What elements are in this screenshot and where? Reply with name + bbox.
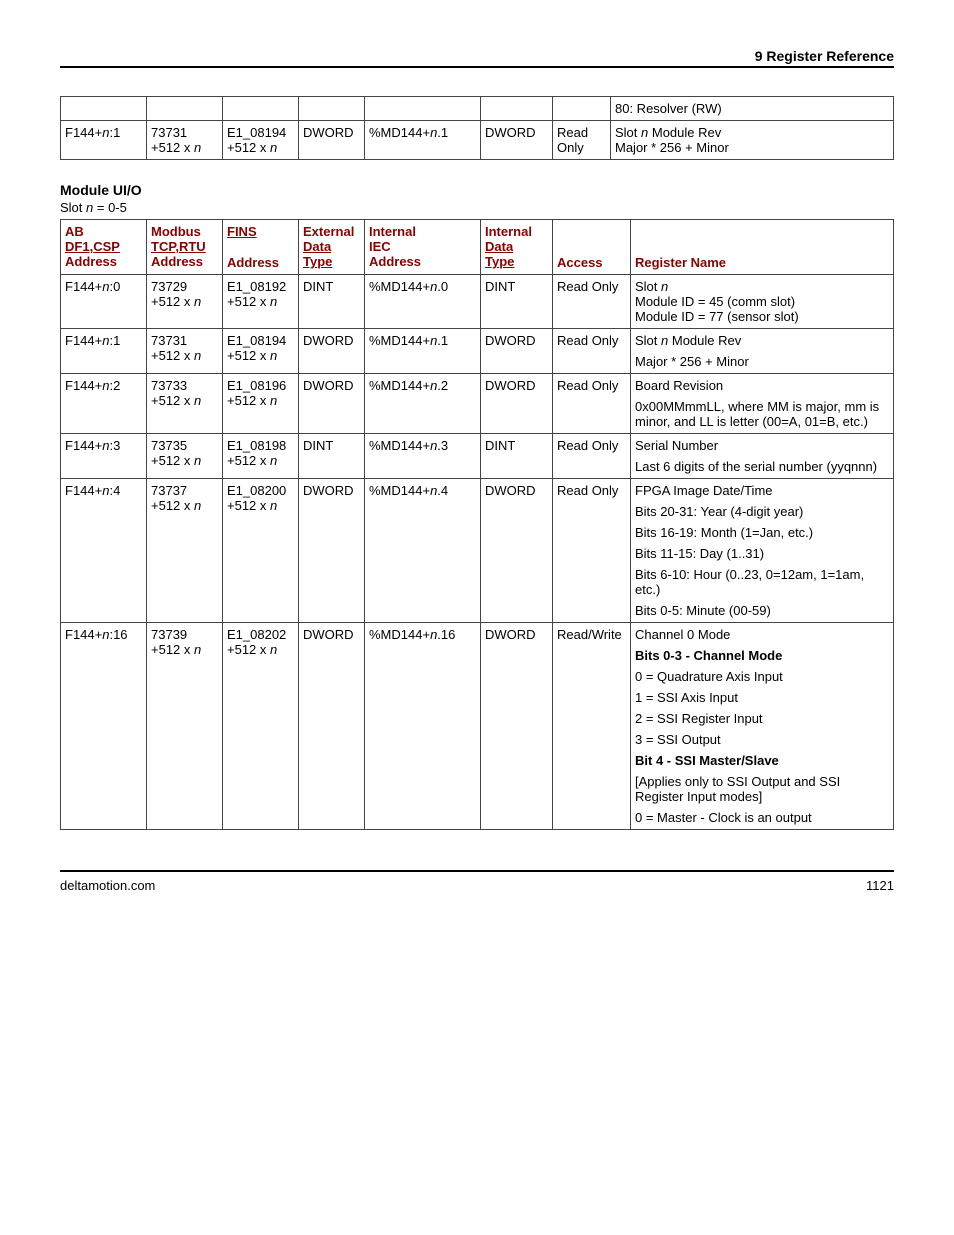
cell: 73729+512 x n bbox=[147, 275, 223, 329]
cell: 73739+512 x n bbox=[147, 623, 223, 830]
page-footer: deltamotion.com 1121 bbox=[60, 870, 894, 893]
cell: DINT bbox=[299, 434, 365, 479]
table-row: F144+n:4 73737+512 x n E1_08200+512 x n … bbox=[61, 479, 894, 623]
cell: 73737+512 x n bbox=[147, 479, 223, 623]
cell bbox=[299, 97, 365, 121]
cell: 80: Resolver (RW) bbox=[611, 97, 894, 121]
cell: DINT bbox=[481, 434, 553, 479]
table-row: F144+n:16 73739+512 x n E1_08202+512 x n… bbox=[61, 623, 894, 830]
cell: %MD144+n.4 bbox=[365, 479, 481, 623]
cell: Read Only bbox=[553, 275, 631, 329]
table-row: F144+n:1 73731+512 x n E1_08194+512 x n … bbox=[61, 121, 894, 160]
cell: E1_08194+512 x n bbox=[223, 121, 299, 160]
cell bbox=[553, 97, 611, 121]
cell: F144+n:1 bbox=[61, 121, 147, 160]
cell: DWORD bbox=[481, 374, 553, 434]
col-ab: AB DF1,CSP Address bbox=[61, 220, 147, 275]
cell: DWORD bbox=[481, 623, 553, 830]
cell: Slot n Module ID = 45 (comm slot) Module… bbox=[631, 275, 894, 329]
cell: %MD144+n.16 bbox=[365, 623, 481, 830]
cell: F144+n:2 bbox=[61, 374, 147, 434]
cell bbox=[365, 97, 481, 121]
cell: 73731+512 x n bbox=[147, 121, 223, 160]
top-table: 80: Resolver (RW) F144+n:1 73731+512 x n… bbox=[60, 96, 894, 160]
cell: DWORD bbox=[481, 121, 553, 160]
col-iec: Internal IEC Address bbox=[365, 220, 481, 275]
cell: DWORD bbox=[481, 479, 553, 623]
table-header-row: AB DF1,CSP Address Modbus TCP,RTU Addres… bbox=[61, 220, 894, 275]
cell: DINT bbox=[481, 275, 553, 329]
page-header: 9 Register Reference bbox=[60, 48, 894, 68]
cell: E1_08200+512 x n bbox=[223, 479, 299, 623]
cell: F144+n:3 bbox=[61, 434, 147, 479]
cell: Read Only bbox=[553, 121, 611, 160]
cell bbox=[147, 97, 223, 121]
cell bbox=[61, 97, 147, 121]
cell: 73731+512 x n bbox=[147, 329, 223, 374]
col-fins: FINS Address bbox=[223, 220, 299, 275]
cell: Read Only bbox=[553, 329, 631, 374]
cell: Board Revision 0x00MMmmLL, where MM is m… bbox=[631, 374, 894, 434]
cell: DWORD bbox=[481, 329, 553, 374]
cell: Read Only bbox=[553, 479, 631, 623]
cell: F144+n:0 bbox=[61, 275, 147, 329]
cell: F144+n:1 bbox=[61, 329, 147, 374]
cell: Slot n Module Rev Major * 256 + Minor bbox=[611, 121, 894, 160]
cell: %MD144+n.0 bbox=[365, 275, 481, 329]
table-row: F144+n:2 73733+512 x n E1_08196+512 x n … bbox=[61, 374, 894, 434]
col-int-type: Internal Data Type bbox=[481, 220, 553, 275]
cell: DWORD bbox=[299, 329, 365, 374]
footer-page-number: 1121 bbox=[866, 878, 894, 893]
cell: FPGA Image Date/Time Bits 20-31: Year (4… bbox=[631, 479, 894, 623]
table-row: F144+n:0 73729+512 x n E1_08192+512 x n … bbox=[61, 275, 894, 329]
table-row: F144+n:1 73731+512 x n E1_08194+512 x n … bbox=[61, 329, 894, 374]
cell: %MD144+n.1 bbox=[365, 329, 481, 374]
cell: Read Only bbox=[553, 434, 631, 479]
cell: E1_08194+512 x n bbox=[223, 329, 299, 374]
cell: F144+n:4 bbox=[61, 479, 147, 623]
cell: %MD144+n.1 bbox=[365, 121, 481, 160]
cell: DINT bbox=[299, 275, 365, 329]
table-row: 80: Resolver (RW) bbox=[61, 97, 894, 121]
cell: Slot n Module Rev Major * 256 + Minor bbox=[631, 329, 894, 374]
footer-site: deltamotion.com bbox=[60, 878, 155, 893]
cell: Serial Number Last 6 digits of the seria… bbox=[631, 434, 894, 479]
cell: 73735+512 x n bbox=[147, 434, 223, 479]
table-row: F144+n:3 73735+512 x n E1_08198+512 x n … bbox=[61, 434, 894, 479]
col-name: Register Name bbox=[631, 220, 894, 275]
cell: DWORD bbox=[299, 374, 365, 434]
cell: E1_08198+512 x n bbox=[223, 434, 299, 479]
slot-line: Slot n = 0-5 bbox=[60, 200, 894, 215]
cell: %MD144+n.2 bbox=[365, 374, 481, 434]
cell bbox=[481, 97, 553, 121]
section-title: Module UI/O bbox=[60, 182, 894, 198]
col-modbus: Modbus TCP,RTU Address bbox=[147, 220, 223, 275]
cell: E1_08192+512 x n bbox=[223, 275, 299, 329]
cell: F144+n:16 bbox=[61, 623, 147, 830]
cell: DWORD bbox=[299, 121, 365, 160]
cell: E1_08202+512 x n bbox=[223, 623, 299, 830]
cell: E1_08196+512 x n bbox=[223, 374, 299, 434]
col-access: Access bbox=[553, 220, 631, 275]
main-table: AB DF1,CSP Address Modbus TCP,RTU Addres… bbox=[60, 219, 894, 830]
cell: DWORD bbox=[299, 479, 365, 623]
cell: 73733+512 x n bbox=[147, 374, 223, 434]
cell: DWORD bbox=[299, 623, 365, 830]
cell: Read/Write bbox=[553, 623, 631, 830]
cell bbox=[223, 97, 299, 121]
cell: Channel 0 Mode Bits 0-3 - Channel Mode 0… bbox=[631, 623, 894, 830]
cell: Read Only bbox=[553, 374, 631, 434]
col-ext-type: External Data Type bbox=[299, 220, 365, 275]
cell: %MD144+n.3 bbox=[365, 434, 481, 479]
